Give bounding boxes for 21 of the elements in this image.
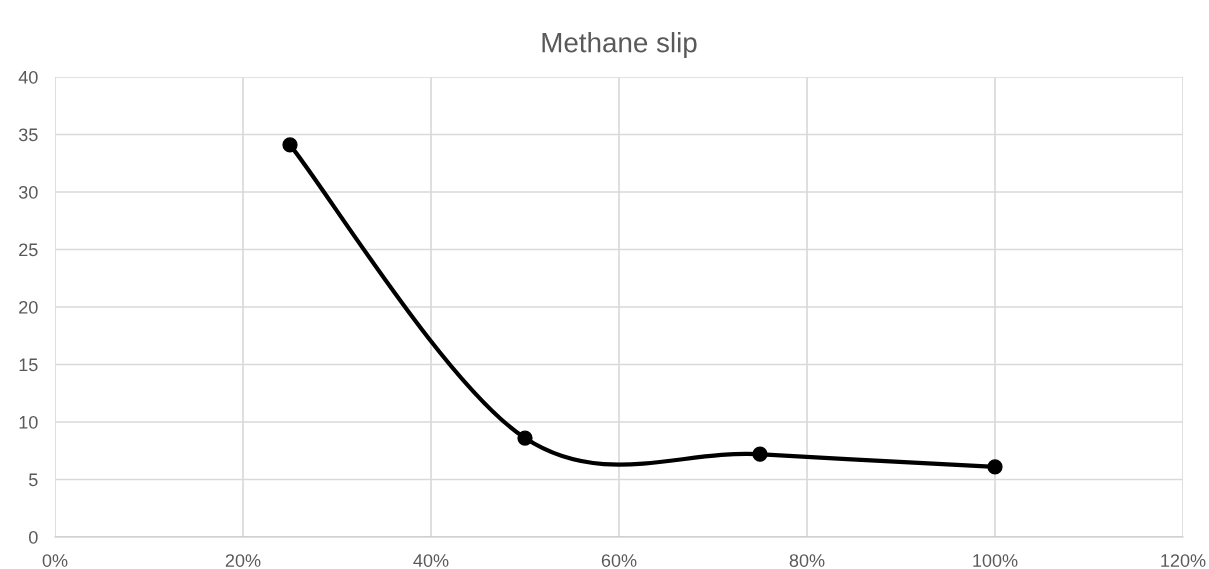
y-tick-label: 0 [29,530,38,544]
y-tick-label: 15 [19,358,38,372]
point [987,459,1003,475]
chart-title: Methane slip [542,32,697,58]
point [282,137,298,153]
x-tick-label: 80% [789,554,825,567]
y-tick-label: 10 [19,415,38,429]
y-tick-label: 5 [29,473,38,487]
point [517,430,533,446]
y-tick-label: 40 [18,70,38,84]
y-tick-label: 30 [18,185,38,199]
x-tick-label: 100% [973,554,1018,567]
x-tick-label: 0% [42,554,68,567]
y-tick-label: 20 [19,300,38,314]
x-tick-label: 60% [601,554,637,567]
y-tick-label: 35 [18,128,38,142]
x-tick-label: 40% [413,554,449,567]
point [752,446,768,462]
x-tick-label: 20% [225,554,261,567]
y-tick-label: 25 [19,243,38,257]
x-tick-label: 120% [1161,554,1206,567]
